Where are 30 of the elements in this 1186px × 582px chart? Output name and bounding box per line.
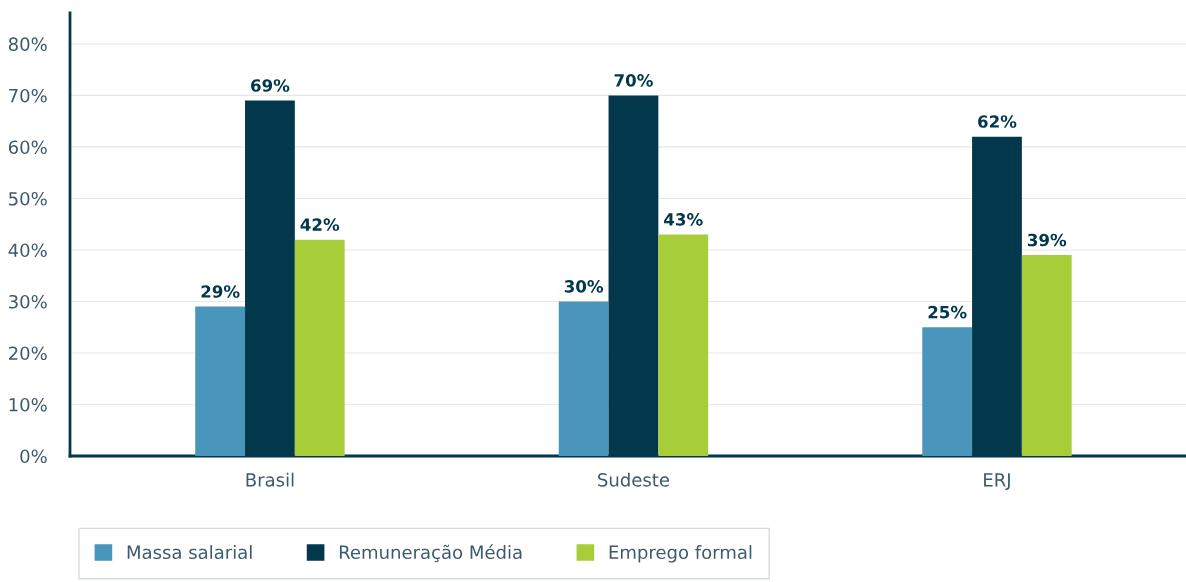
- data-label: 70%: [614, 74, 653, 87]
- legend-label: Emprego formal: [609, 545, 752, 563]
- data-label: 25%: [928, 305, 967, 319]
- y-tick-label: 80%: [8, 37, 47, 52]
- x-tick-label: Brasil: [246, 472, 294, 487]
- data-label: 30%: [564, 280, 604, 293]
- y-tick-label: 30%: [9, 294, 47, 309]
- x-tick-label: ERJ: [984, 473, 1010, 490]
- legend-label: Remuneração Média: [339, 544, 522, 563]
- bar: [294, 239, 345, 456]
- y-tick-label: 0%: [20, 449, 47, 464]
- bar: [1021, 255, 1072, 456]
- y-tick-label: 10%: [9, 397, 47, 412]
- bar: [195, 306, 246, 456]
- legend-label: Massa salarial: [127, 545, 252, 560]
- data-label: 39%: [1027, 233, 1067, 247]
- y-tick-label: 50%: [9, 191, 47, 206]
- bar: [658, 234, 709, 456]
- bar: [922, 327, 973, 456]
- data-label: 29%: [201, 285, 240, 298]
- data-label: 62%: [978, 115, 1017, 128]
- y-tick-label: 40%: [8, 243, 47, 258]
- y-tick-label: 70%: [9, 88, 47, 103]
- bar: [558, 301, 609, 456]
- y-tick-label: 20%: [8, 346, 47, 361]
- data-label: 42%: [300, 218, 340, 231]
- data-label: 69%: [251, 79, 290, 92]
- y-tick-label: 60%: [8, 140, 47, 155]
- x-tick-label: Sudeste: [598, 472, 670, 487]
- data-label: 43%: [664, 213, 703, 226]
